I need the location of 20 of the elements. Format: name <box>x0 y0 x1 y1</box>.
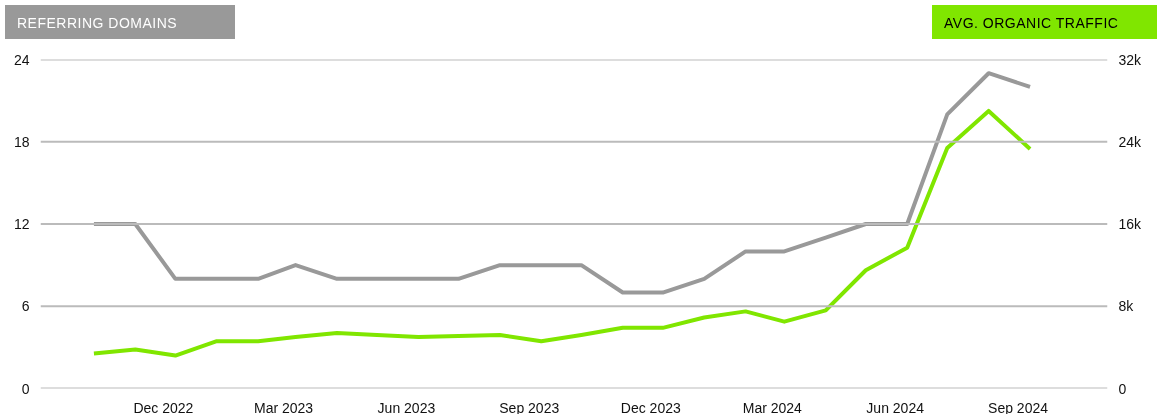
y-tick-label: 6 <box>21 298 30 315</box>
y-tick-label: 12 <box>13 216 30 232</box>
x-tick-label: Dec 2022 <box>133 399 194 414</box>
line-series <box>91 71 1033 295</box>
y-axis-title: REFERRING DOMAINS <box>17 14 178 33</box>
x-tick-label: Jun 2023 <box>377 399 436 414</box>
x-tick-label: Jun 2024 <box>866 399 925 414</box>
line-series <box>91 108 1033 358</box>
y2-tick-label: 16k <box>1118 216 1143 232</box>
y-tick-label: 24 <box>13 51 30 68</box>
y2-tick-label: 8k <box>1118 298 1135 315</box>
y2-tick-label: 24k <box>1118 133 1143 150</box>
x-tick-label: Dec 2023 <box>620 399 681 414</box>
x-tick-label: Mar 2023 <box>253 399 314 414</box>
y2-tick-label: 32k <box>1118 51 1143 68</box>
y2-tick-label: 0 <box>1118 380 1127 397</box>
y-tick-label: 18 <box>13 133 30 150</box>
x-tick-label: Mar 2024 <box>742 399 803 414</box>
y2-axis-title: AVG. ORGANIC TRAFFIC <box>944 14 1119 33</box>
y-tick-label: 0 <box>21 380 30 397</box>
